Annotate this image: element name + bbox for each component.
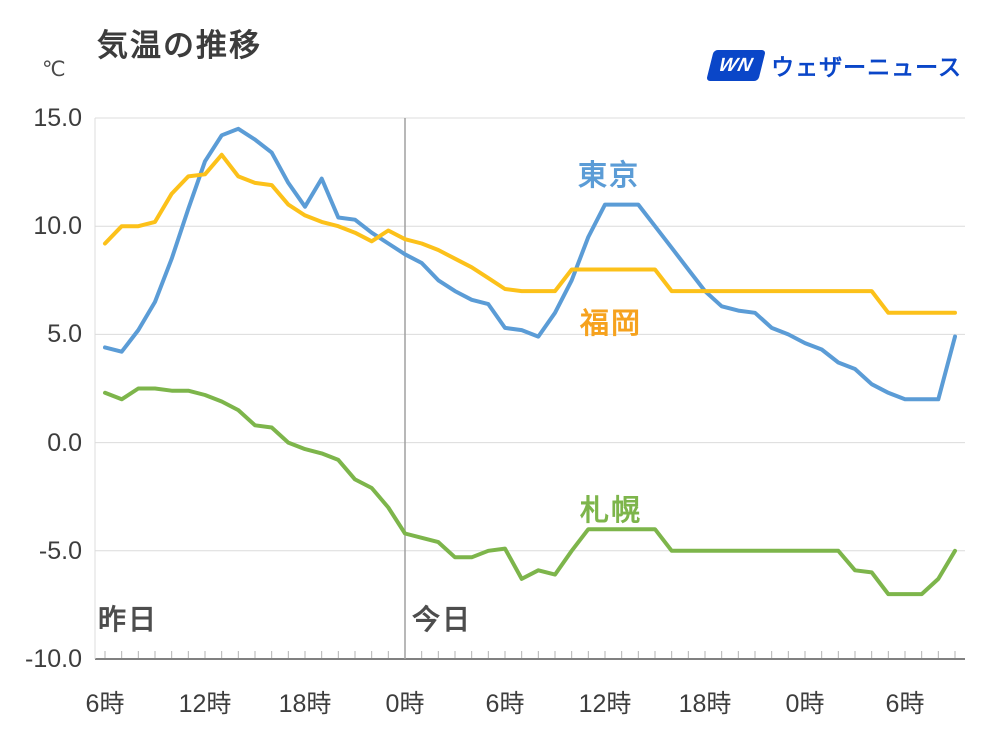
y-axis-unit-label: ℃ [42,58,66,81]
x-tick-label: 0時 [785,690,825,718]
chart-title: 気温の推移 [97,28,262,63]
weathernews-logo: WN ウェザーニュース [706,48,962,82]
tokyo-line [103,126,957,402]
y-tick-label: -5.0 [38,536,82,565]
x-tick-label: 6時 [485,690,525,718]
x-tick-label: 12時 [178,690,232,718]
day-label-yesterday: 昨日 [98,604,159,635]
x-tick-label: 18時 [278,690,332,718]
series-label-tokyo: 東京 [578,160,641,192]
x-tick-label: 12時 [578,690,632,718]
x-tick-label: 6時 [885,690,925,718]
y-axis-labels: 15.0 10.0 5.0 0.0 -5.0 -10.0 [0,0,82,750]
sapporo-line [103,386,957,597]
day-label-today: 今日 [412,604,473,635]
wn-logo-brand-text: ウェザーニュース [771,54,962,80]
y-tick-label: 0.0 [47,428,82,457]
y-tick-label: -10.0 [25,645,82,673]
y-tick-label: 5.0 [47,320,82,349]
wn-logo-mark-icon: WN [706,49,767,81]
fukuoka-line [103,152,957,315]
x-axis-labels: 6時 12時 18時 0時 6時 12時 18時 0時 6時 [0,684,1000,720]
y-tick-label: 10.0 [33,212,82,241]
x-tick-label: 0時 [385,690,425,718]
series-label-fukuoka: 福岡 [580,308,643,340]
x-tick-label: 18時 [678,690,732,718]
x-tick-label: 6時 [85,690,125,718]
series-label-sapporo: 札幌 [580,495,643,527]
y-tick-label: 15.0 [33,104,82,132]
